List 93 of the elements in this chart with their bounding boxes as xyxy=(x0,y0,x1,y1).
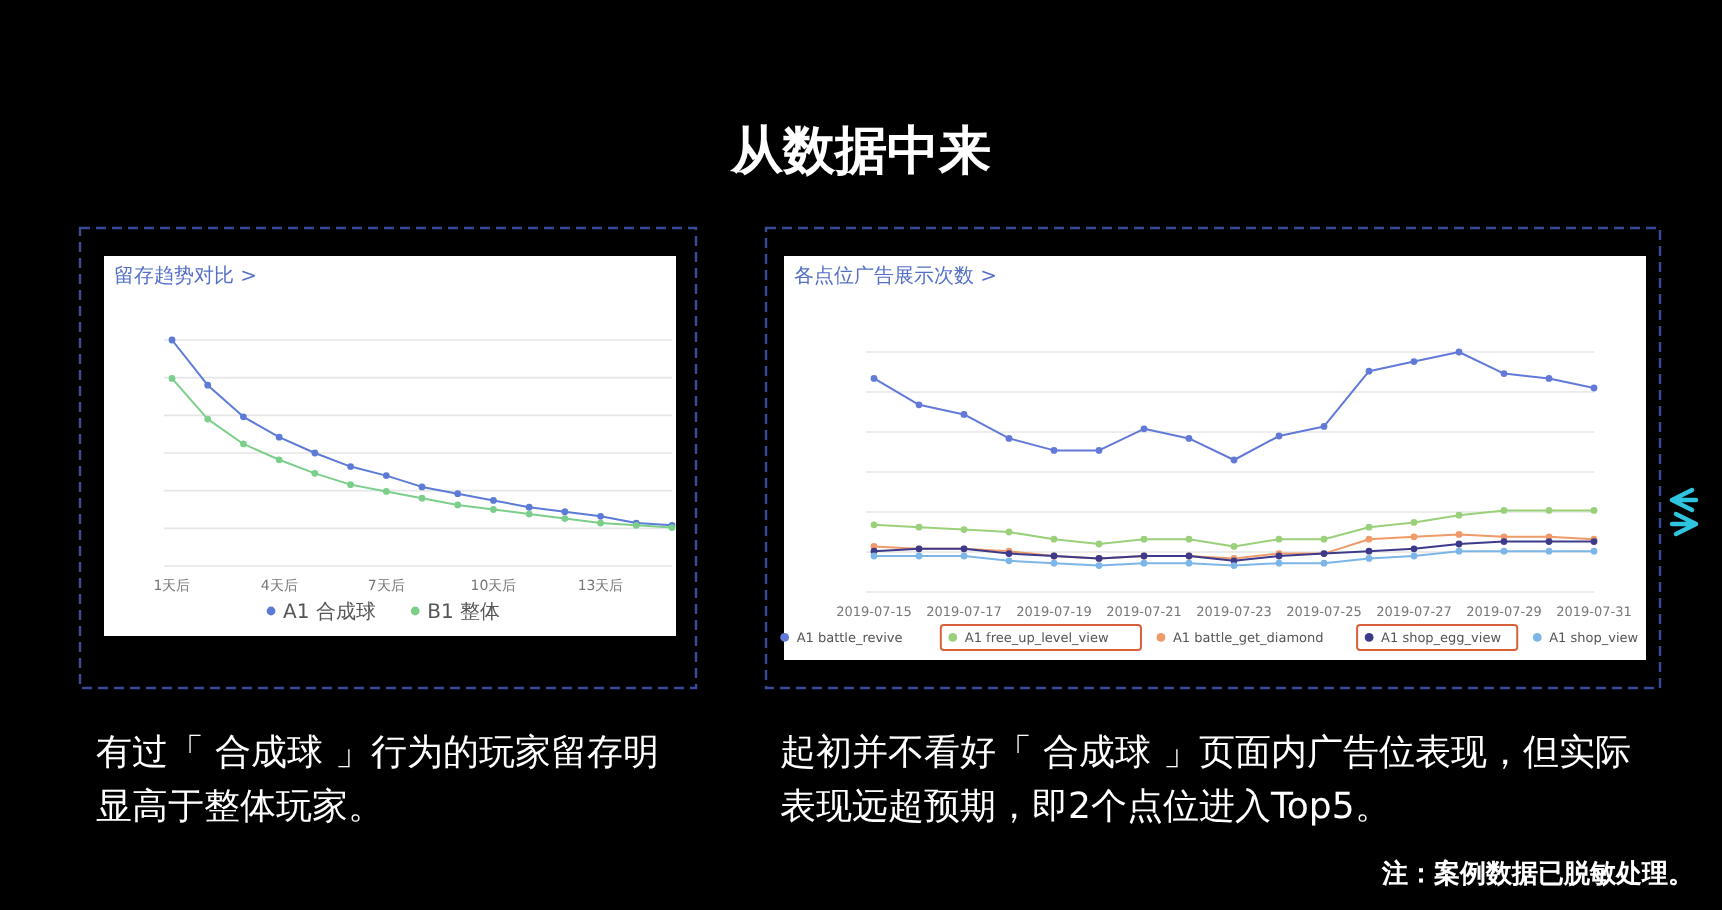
point xyxy=(1320,559,1328,567)
point xyxy=(1095,540,1103,548)
point xyxy=(1140,425,1148,433)
point xyxy=(1140,535,1148,543)
point xyxy=(1500,370,1508,377)
point xyxy=(1410,533,1418,541)
point xyxy=(168,336,176,344)
point xyxy=(1455,511,1463,519)
point xyxy=(1095,447,1103,454)
chart-title: 留存趋势对比 > xyxy=(114,264,258,288)
point xyxy=(1185,535,1193,543)
point xyxy=(1410,545,1418,553)
point xyxy=(1410,519,1418,526)
point xyxy=(1410,358,1418,365)
point xyxy=(1005,435,1013,442)
point xyxy=(1275,432,1283,440)
point xyxy=(1590,507,1598,514)
point xyxy=(1455,531,1463,538)
point xyxy=(347,481,354,489)
point xyxy=(1095,562,1103,569)
point xyxy=(1365,535,1373,543)
legend-label: A1 合成球 xyxy=(283,600,376,624)
point xyxy=(275,456,283,464)
point xyxy=(1230,562,1238,569)
text: 有过「 合成球 」行为的玩家留存明显高于整体玩家。 xyxy=(96,732,659,828)
point xyxy=(418,483,426,491)
legend-label: B1 整体 xyxy=(427,600,501,624)
point xyxy=(204,381,212,389)
point xyxy=(168,375,176,382)
point xyxy=(1050,559,1058,567)
point xyxy=(1365,555,1373,562)
point xyxy=(1230,543,1238,550)
point xyxy=(1185,559,1193,567)
point xyxy=(454,490,462,498)
point xyxy=(870,521,878,529)
point xyxy=(960,411,968,418)
point xyxy=(1005,528,1013,536)
point xyxy=(1545,547,1553,555)
point xyxy=(347,463,354,470)
point xyxy=(561,508,569,516)
point xyxy=(1590,547,1598,555)
point xyxy=(204,415,212,423)
point xyxy=(240,440,247,448)
point xyxy=(1455,547,1463,555)
point xyxy=(597,512,604,520)
point xyxy=(1230,456,1238,464)
point xyxy=(960,552,968,560)
point xyxy=(490,497,497,504)
point xyxy=(1275,535,1283,543)
point xyxy=(1320,535,1328,543)
point xyxy=(1590,384,1598,392)
point xyxy=(915,523,923,531)
point xyxy=(597,519,604,527)
point xyxy=(1050,447,1058,454)
point xyxy=(1500,507,1508,514)
point xyxy=(454,501,462,509)
point xyxy=(382,488,390,495)
point xyxy=(1545,375,1553,382)
point xyxy=(915,552,923,560)
point xyxy=(1320,423,1328,430)
point xyxy=(915,401,923,409)
text: 从数据中来 xyxy=(729,122,991,182)
point xyxy=(525,503,533,511)
point xyxy=(275,433,283,441)
point xyxy=(1365,367,1373,375)
point xyxy=(382,472,390,479)
point xyxy=(525,510,533,518)
point xyxy=(418,494,426,502)
point xyxy=(1455,540,1463,548)
text: 起初并不看好「 合成球 」页面内广告位表现，但实际表现远超预期，即2个点位进入Top5。 xyxy=(780,732,1631,828)
point xyxy=(1050,535,1058,543)
point xyxy=(870,552,878,560)
point xyxy=(1545,538,1553,545)
point xyxy=(960,526,968,533)
chart-title: 各点位广告展示次数 > xyxy=(794,264,998,288)
point xyxy=(1275,559,1283,567)
point xyxy=(1365,523,1373,531)
point xyxy=(311,449,319,457)
point xyxy=(1005,557,1013,565)
point xyxy=(1545,507,1553,514)
point xyxy=(1455,348,1463,356)
point xyxy=(870,375,878,382)
text: 注：案例数据已脱敏处理。 xyxy=(1380,858,1694,890)
point xyxy=(561,515,569,522)
point xyxy=(1185,435,1193,442)
point xyxy=(490,506,497,513)
point xyxy=(1410,552,1418,560)
point xyxy=(311,469,319,477)
point xyxy=(240,413,247,421)
point xyxy=(1140,559,1148,567)
point xyxy=(1500,538,1508,545)
point xyxy=(1365,547,1373,555)
point xyxy=(1500,547,1508,555)
